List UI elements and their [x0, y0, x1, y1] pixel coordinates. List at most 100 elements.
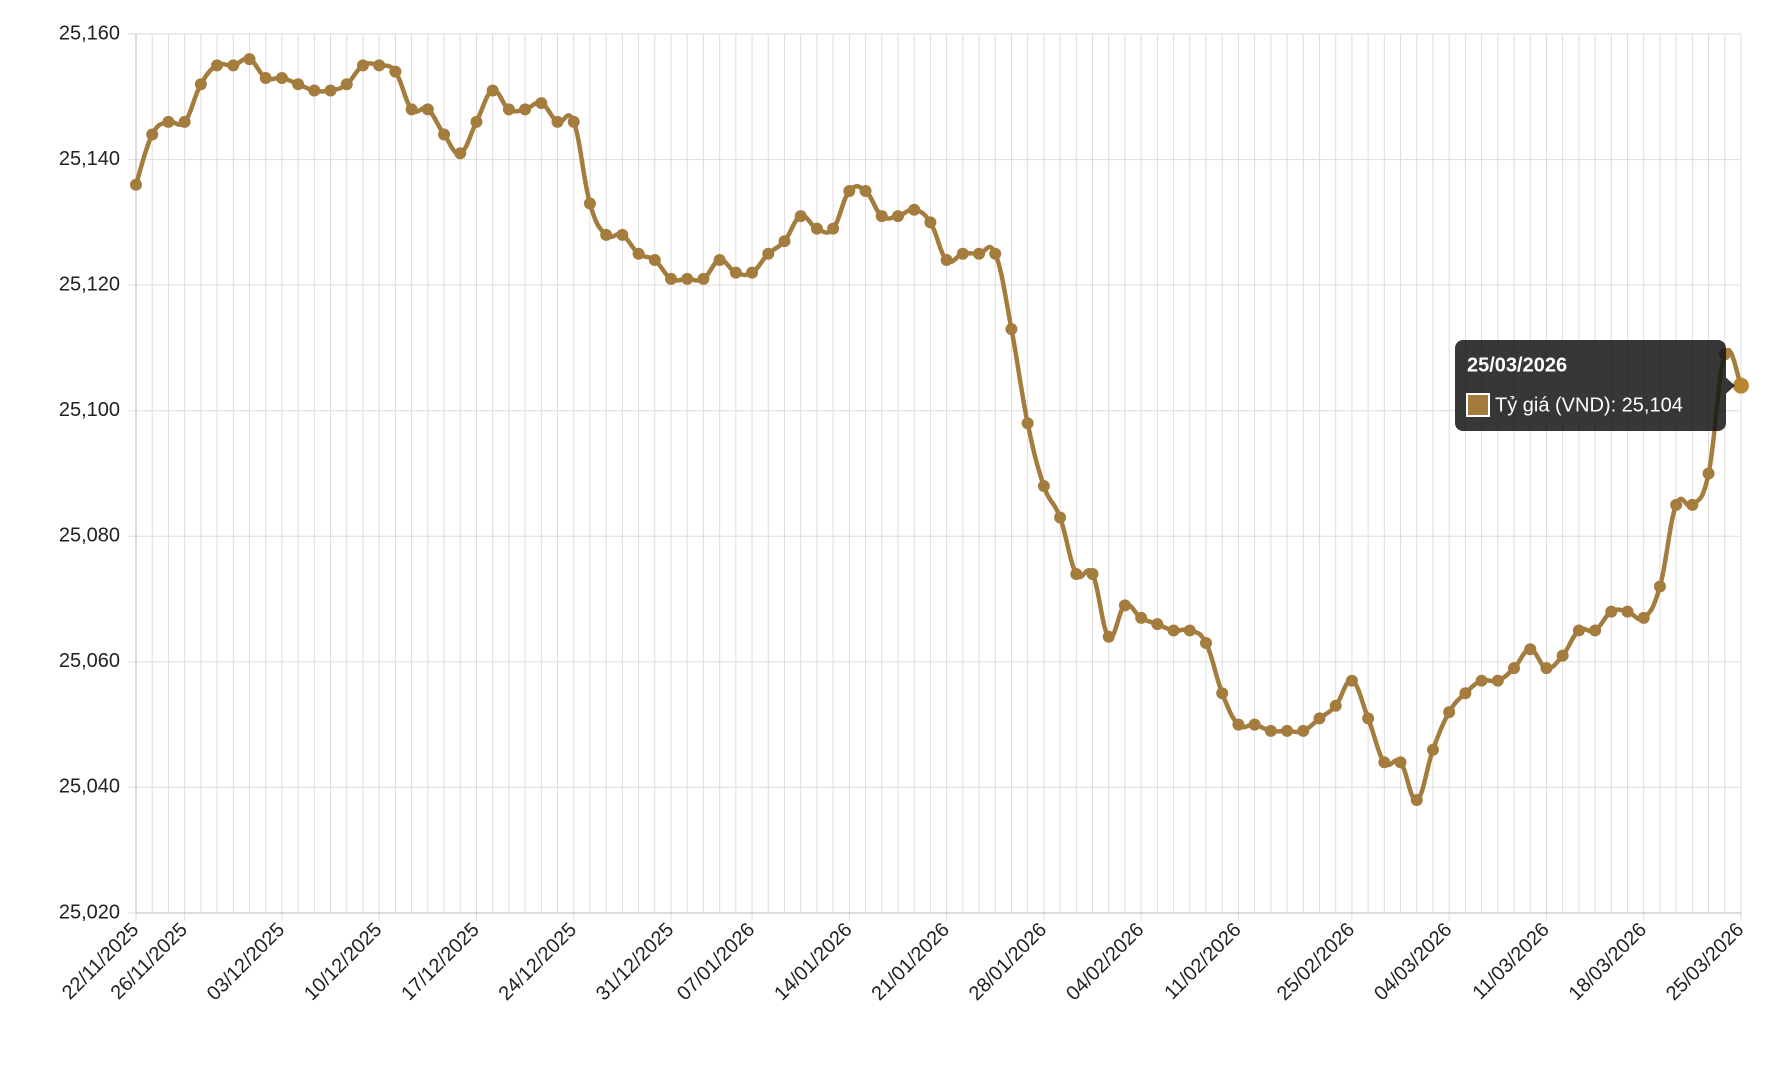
x-tick-label: 24/12/2025 [495, 919, 581, 1005]
point [421, 103, 434, 116]
x-tick-label: 11/02/2026 [1160, 919, 1245, 1004]
point [356, 59, 369, 72]
point [373, 59, 386, 72]
x-tick-label: 25/02/2026 [1273, 919, 1359, 1005]
point [502, 103, 515, 116]
point [1216, 687, 1229, 700]
point [567, 115, 580, 128]
point [1151, 618, 1164, 631]
point [130, 178, 142, 191]
y-tick-label: 25,080 [59, 525, 120, 547]
x-tick-label: 28/01/2026 [965, 919, 1051, 1005]
y-tick-label: 25,020 [59, 901, 120, 923]
point [1362, 712, 1375, 725]
tooltip: 25/03/2026 Tỷ giá (VND): 25,104 [1455, 340, 1735, 431]
point [1118, 599, 1131, 612]
point [292, 78, 305, 91]
point [324, 84, 337, 97]
point [1443, 706, 1456, 719]
point [519, 103, 532, 116]
point [1005, 323, 1018, 336]
point [1637, 611, 1650, 624]
point [1264, 724, 1277, 737]
point [470, 115, 483, 128]
point [1070, 567, 1083, 580]
point [454, 147, 467, 160]
point [1524, 643, 1537, 656]
y-tick-label: 25,120 [59, 273, 120, 295]
point [1556, 649, 1569, 662]
point [1200, 637, 1212, 650]
point [1491, 674, 1504, 687]
y-tick-label: 25,140 [59, 148, 120, 170]
x-tick-label: 18/03/2026 [1565, 919, 1651, 1005]
x-tick-label: 07/01/2026 [673, 919, 759, 1005]
point [681, 272, 694, 285]
point [227, 59, 240, 72]
point [1054, 511, 1067, 524]
point [827, 222, 840, 235]
point [632, 247, 645, 260]
point [1329, 699, 1342, 712]
point [1281, 724, 1294, 737]
point [1183, 624, 1196, 637]
point [1459, 687, 1472, 700]
point [1102, 630, 1115, 643]
point [1021, 417, 1034, 430]
tooltip-swatch [1466, 393, 1490, 417]
point [973, 247, 986, 260]
point [1248, 718, 1261, 731]
point [616, 228, 629, 241]
point [940, 254, 953, 267]
y-tick-label: 25,160 [59, 22, 120, 44]
point [308, 84, 321, 97]
point [535, 97, 548, 110]
point [1653, 580, 1666, 593]
point [1670, 498, 1683, 511]
point [1410, 793, 1423, 806]
point [843, 184, 856, 197]
point [1686, 498, 1699, 511]
point [908, 203, 921, 216]
point [275, 71, 288, 84]
x-tick-label: 31/12/2025 [592, 919, 678, 1005]
point [1508, 662, 1521, 675]
point [1426, 743, 1439, 756]
point [1232, 718, 1245, 731]
point [778, 235, 791, 248]
y-tick-label: 25,100 [59, 399, 120, 421]
tooltip-title: 25/03/2026 [1467, 354, 1567, 376]
point [1086, 567, 1099, 580]
point [340, 78, 353, 91]
point [810, 222, 823, 235]
point [1037, 480, 1050, 493]
point [859, 184, 872, 197]
point [146, 128, 159, 141]
point [794, 210, 807, 223]
point [1378, 756, 1391, 769]
x-tick-label: 11/03/2026 [1468, 919, 1553, 1004]
x-tick-label: 14/01/2026 [770, 919, 856, 1005]
point [194, 78, 207, 91]
point [1394, 756, 1407, 769]
point [989, 247, 1002, 260]
point [486, 84, 499, 97]
point [1540, 662, 1553, 675]
point [746, 266, 759, 279]
x-tick-label: 10/12/2025 [300, 919, 386, 1005]
point [1572, 624, 1585, 637]
x-tick-label: 04/02/2026 [1062, 919, 1148, 1005]
point [583, 197, 596, 210]
point [1167, 624, 1180, 637]
tooltip-label: Tỷ giá (VND): 25,104 [1495, 394, 1683, 416]
x-tick-label: 04/03/2026 [1370, 919, 1456, 1005]
point [1135, 611, 1148, 624]
point [891, 210, 904, 223]
point [600, 228, 613, 241]
point [243, 53, 256, 66]
point [1313, 712, 1326, 725]
point [1345, 674, 1358, 687]
point [956, 247, 969, 260]
point [178, 115, 191, 128]
